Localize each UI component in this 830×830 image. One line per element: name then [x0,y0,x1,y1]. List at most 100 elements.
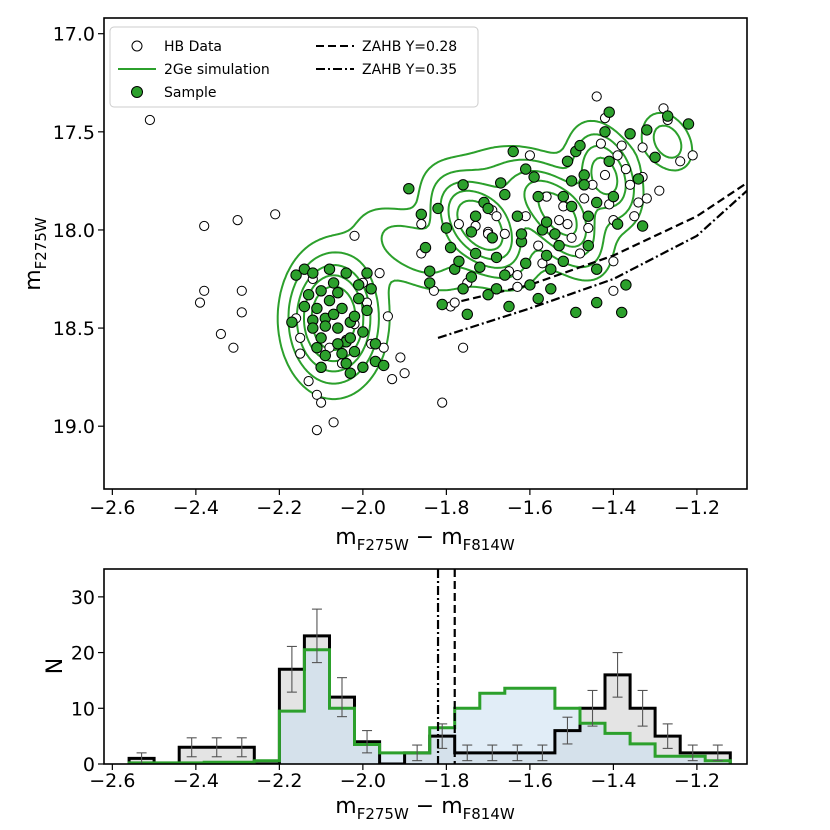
sample-point [286,316,298,328]
sample-point [311,342,323,354]
sample-point [591,196,603,209]
scatter-y-tick-label: 18.0 [53,220,95,242]
sample-point [524,279,536,291]
hb-data-point [562,219,573,230]
histogram-panel: −2.6 −2.4 −2.2 −2.0 −1.8 −1.6 −1.4 −1.2 0 10 20 30… [43,568,748,823]
sample-point [499,269,511,281]
hb-data-point [382,311,393,322]
histogram-y-axis-label: N [43,658,68,674]
sample-point [532,190,544,203]
sample-point [582,210,594,222]
hb-data-point [199,220,210,232]
scatter-plot-frame [103,17,748,490]
legend-zahb-035-label: ZAHB Y=0.35 [362,62,457,78]
histogram-x-tick-label: −2.2 [256,770,302,792]
sample-point [361,267,373,279]
hb-data-point [583,222,594,234]
sample-point [432,202,444,215]
sample-point [482,289,494,301]
sample-point [319,320,331,332]
sample-point [311,302,323,315]
sample-point [482,202,494,215]
hb-data-point [512,281,523,292]
sample-point [620,279,632,291]
sample-point [465,226,478,238]
sample-point [545,263,557,275]
zahb-y035-line [437,189,747,339]
hb-data-point [199,285,210,296]
sample-point [369,338,382,350]
sample-point [348,310,361,322]
sample-point [611,218,624,230]
sample-point [327,277,340,289]
hb-data-point [687,150,698,161]
scatter-x-tick-label: −1.8 [423,497,469,519]
sample-point [340,267,352,279]
hb-data-point [270,209,281,220]
hb-data-point [629,211,640,222]
hb-data-point [295,348,306,359]
legend-hb-data-label: HB Data [164,39,222,55]
sample-point [474,261,486,273]
sample-point [545,283,557,295]
sample-point [323,294,336,307]
histogram-x-tick-label: −1.2 [674,770,720,792]
sample-point [332,322,344,334]
sample-point [344,332,356,344]
histogram-x-tick-label: −1.4 [590,770,636,792]
sample-point [440,222,453,234]
sample-point [570,306,582,319]
sample-point [424,265,436,277]
sample-point [315,361,327,373]
sample-point [469,247,482,260]
histogram-vertical-lines [436,569,456,764]
histogram-error-bars [136,608,723,764]
legend-sample-marker [131,86,143,98]
sample-point [486,232,498,244]
sample-point [327,308,340,320]
hb-data-point [228,342,239,353]
histogram-x-tick-label: −1.6 [507,770,553,792]
sample-point [511,210,524,222]
histogram-plot-frame [103,568,748,765]
sample-point [616,306,628,319]
sample-point [528,171,540,183]
sample-point [315,285,327,297]
scatter-x-axis: −2.6 −2.4 −2.2 −2.0 −1.8 −1.6 −1.4 −1.2 [89,489,720,519]
scatter-x-tick-label: −2.6 [89,497,135,519]
hb-data-point [608,256,619,267]
sample-point [461,308,473,320]
sample-point [591,263,603,275]
sample-point [469,210,482,222]
hb-data-point [399,368,410,379]
hb-data-point [637,142,648,153]
hb-data-point [654,185,665,196]
sample-point [307,322,319,334]
hb-data-point [574,248,586,259]
sample-point [557,190,569,203]
sample-point [348,345,361,358]
hb-data-point [316,397,327,408]
scatter-x-tick-label: −2.4 [173,497,219,519]
legend-hb-data-marker [131,40,143,52]
scatter-x-tick-label: −2.2 [256,497,302,519]
hb-data-point [599,169,611,181]
histogram-x-tick-label: −1.8 [423,770,469,792]
histogram-y-tick-label: 20 [71,643,95,665]
sample-point [340,357,352,370]
sample-point [574,139,586,152]
legend-zahb-028-label: ZAHB Y=0.28 [362,39,457,55]
sample-point [682,118,695,130]
hb-data-point [144,114,155,126]
sample-point [465,271,478,283]
sample-point [290,269,302,281]
sample-point [457,179,469,191]
sample-point [591,296,603,309]
hb-data-point [633,197,644,208]
hb-data-point [295,332,306,343]
sample-point [636,220,649,232]
hb-data-point [524,150,536,161]
hb-data-point [499,228,510,239]
